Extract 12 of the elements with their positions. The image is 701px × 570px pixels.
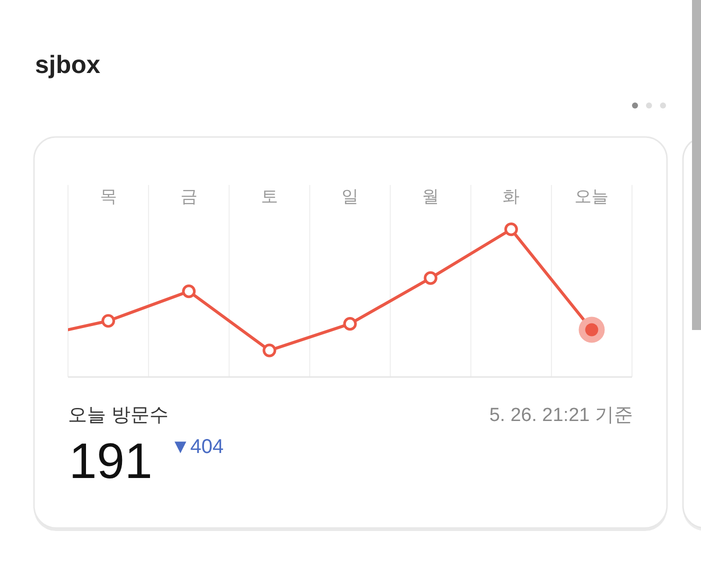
annotation: 오늘 방문수 bbox=[68, 405, 168, 426]
annotation: 5. 26. 21:21 기준 bbox=[489, 405, 633, 426]
x-tick-label: 토 bbox=[260, 187, 278, 206]
annotation: 191 bbox=[69, 433, 152, 489]
x-tick-label: 월 bbox=[422, 187, 440, 206]
x-tick-label: 금 bbox=[180, 187, 198, 206]
title: sjbox bbox=[35, 51, 100, 79]
x-tick-label: 일 bbox=[342, 187, 358, 206]
x-tick-label: 목 bbox=[100, 187, 117, 206]
annotation: ▼404 bbox=[170, 436, 224, 458]
x-tick-label: 화 bbox=[502, 187, 520, 206]
x-tick-label: 오늘 bbox=[574, 187, 609, 206]
